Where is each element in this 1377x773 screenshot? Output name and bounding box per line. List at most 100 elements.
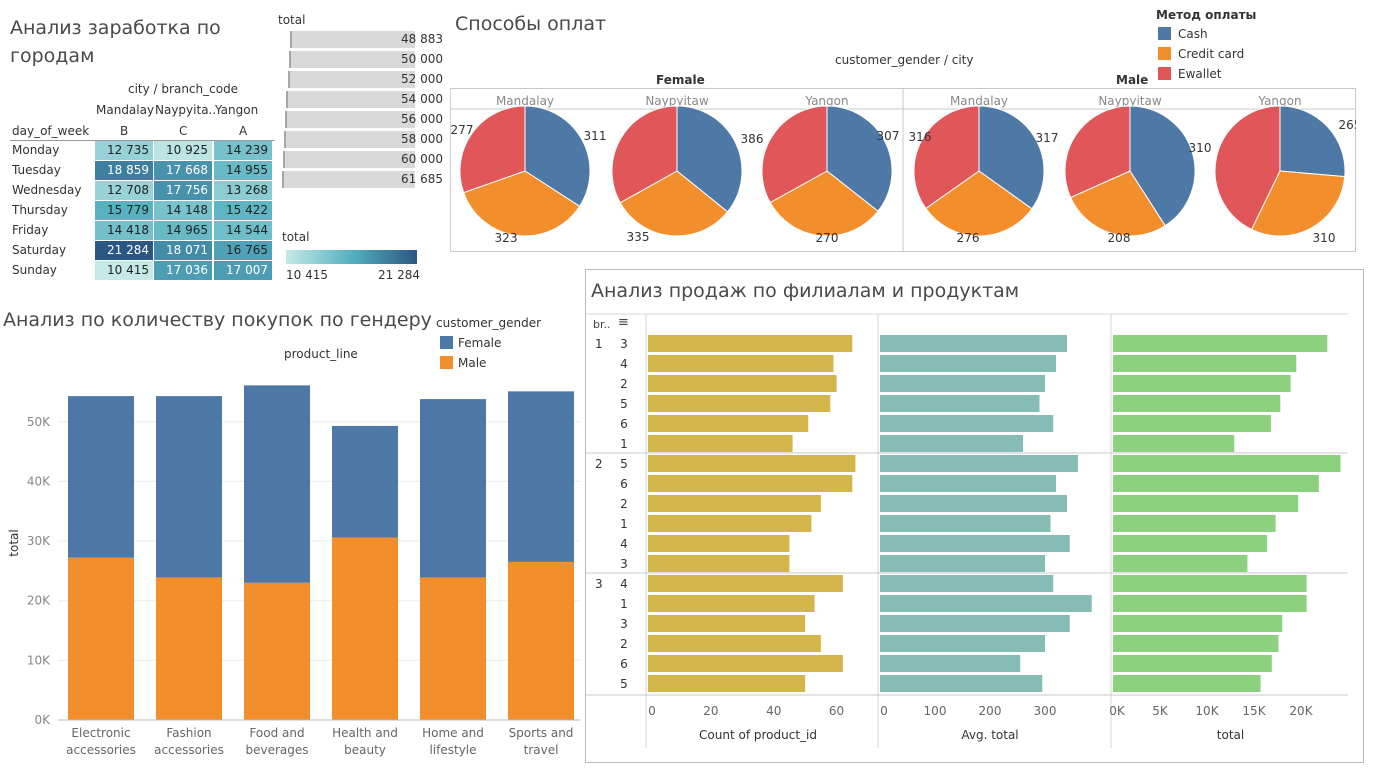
heatmap-title: Анализ заработка по городам [10,17,221,67]
gender-ytick: 40K [27,474,51,488]
legend-female-swatch [440,336,453,349]
total-legend-bar [282,151,415,168]
branch-xtick: 100 [924,704,947,718]
gender-bar-female [420,399,486,578]
pie-value-label: 310 [1313,231,1336,245]
branch-bar-avg [880,515,1051,532]
legend-credit-swatch [1158,47,1171,60]
color-legend-gradient [286,250,417,264]
branch-bar-total [1113,675,1261,692]
gender-xtick: Health and [332,726,398,740]
branch-bar-count [648,475,853,492]
gender-xtick: accessories [154,743,224,757]
payment-legend-title: Метод оплаты [1156,8,1257,22]
branch-bar-count [648,575,843,592]
pie-city-label: Naypyitaw [1098,94,1162,108]
total-legend-bar [287,71,415,88]
heatmap-col-header: city / branch_code [128,82,239,96]
gender-header: product_line [284,347,358,361]
branch-xtick: 10K [1195,704,1219,718]
gender-xtick: beauty [344,743,386,757]
branch-bar-count [648,635,821,652]
total-legend-bar [281,171,415,188]
branch-product-label: 2 [620,497,628,511]
branch-product-label: 1 [620,437,628,451]
branch-panel-frame [585,269,1364,763]
branch-product-label: 2 [620,637,628,651]
branch-bar-total [1113,535,1268,552]
gender-xtick: Home and [422,726,484,740]
branch-xtick: 300 [1034,704,1057,718]
branch-bar-count [648,655,843,672]
pie-charts: Mandalay 311 323 277 Naypyitaw 386 335 Yangon 30… [450,88,1356,252]
branch-product-label: 4 [620,357,628,371]
pie-value-label: 311 [584,129,607,143]
heatmap-cell: 15 779 [95,201,153,220]
gender-ytick: 0K [34,713,51,727]
branch-bar-avg [880,455,1078,472]
heatmap-cell: 16 765 [214,241,272,260]
pie-slice [1214,105,1281,231]
branch-bar-avg [880,495,1067,512]
heatmap-cell: 14 965 [154,221,212,240]
payment-title: Способы оплат [455,13,607,35]
branch-bar-avg [880,595,1092,612]
heatmap-code-1: C [179,124,188,138]
legend-female-label: Female [458,336,502,350]
branch-bar-avg [880,435,1023,452]
payment-gender-male: Male [1116,73,1149,87]
heatmap-cell: 13 268 [214,181,272,200]
gender-ylabel: total [7,529,21,556]
pie-slice [1279,105,1346,178]
branch-product-label: 2 [620,377,628,391]
branch-bar-count [648,395,831,412]
legend-credit-label: Credit card [1178,47,1245,61]
branch-bar-total [1113,615,1283,632]
branch-bar-avg [880,615,1070,632]
total-legend-value: 52 000 [401,72,443,86]
branch-bar-count [648,355,834,372]
branch-bar-count [648,375,837,392]
pie-value-label: 316 [909,130,932,144]
branch-bar-total [1113,355,1297,372]
total-legend-value: 58 000 [401,132,443,146]
pie-slice [676,105,743,213]
branch-product-label: 3 [620,337,628,351]
gender-bar-male [420,577,486,720]
gender-bar-male [156,577,222,720]
pie-slice [619,170,729,237]
total-legend-value: 61 685 [401,172,443,186]
branch-bar-total [1113,555,1248,572]
pie-value-label: 310 [1189,141,1212,155]
branch-product-label: 5 [620,397,628,411]
total-legend-value: 48 883 [401,32,443,46]
pie-value-label: 208 [1108,231,1131,245]
branch-bar-count [648,535,790,552]
branch-bar-total [1113,595,1307,612]
heatmap-cell: 17 756 [154,181,212,200]
branch-product-label: 4 [620,577,628,591]
branch-bar-count [648,615,806,632]
pie-slice [459,105,526,194]
branch-bar-avg [880,375,1045,392]
branch-xtick: 5K [1152,704,1169,718]
heatmap-cell: 14 955 [214,161,272,180]
legend-ewallet-swatch [1158,67,1171,80]
heatmap-city-2: Yangon [215,103,259,117]
gender-ytick: 30K [27,534,51,548]
branch-bar-avg [880,395,1040,412]
sort-icon[interactable]: ≡ [618,315,629,330]
pie-slice [913,105,980,210]
branch-xtick: 0 [648,704,656,718]
branch-bar-count [648,675,806,692]
branch-bar-count [648,455,856,472]
branch-bar-count [648,435,793,452]
total-legend-bar [288,51,415,68]
gender-legend-title: customer_gender [436,316,542,330]
branch-xtick: 0K [1109,704,1126,718]
branch-bar-avg [880,635,1045,652]
color-legend-title: total [282,230,310,244]
branch-bar-count [648,495,821,512]
gender-ytick: 10K [27,653,51,667]
branch-product-label: 3 [620,617,628,631]
